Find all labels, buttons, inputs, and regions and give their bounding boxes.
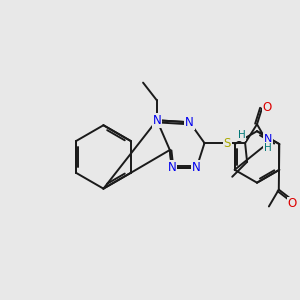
Text: H: H (238, 130, 245, 140)
Text: N: N (153, 114, 161, 127)
Text: H: H (264, 142, 272, 152)
Text: N: N (185, 116, 194, 129)
Text: O: O (288, 197, 297, 211)
Text: N: N (264, 134, 272, 144)
Text: N: N (192, 161, 201, 174)
Text: N: N (167, 161, 176, 174)
Text: S: S (224, 136, 231, 150)
Text: O: O (263, 101, 272, 114)
